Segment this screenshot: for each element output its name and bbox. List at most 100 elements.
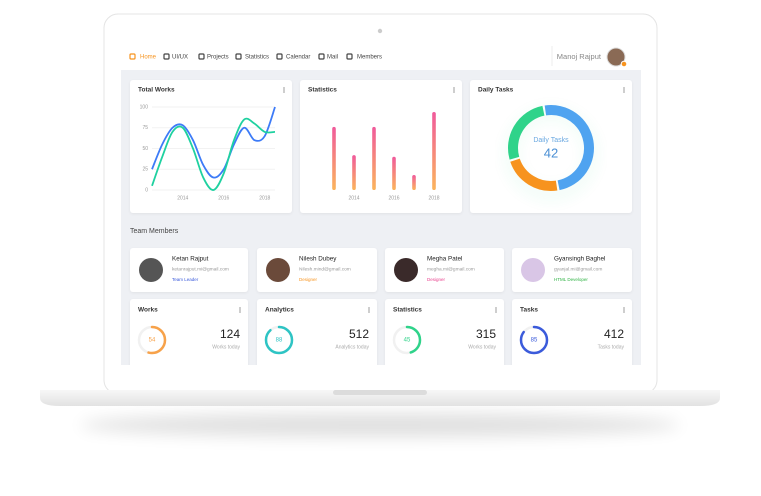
ring-progress (264, 325, 294, 355)
member-role: Team Leader (172, 277, 199, 282)
y-tick-label: 75 (142, 125, 148, 131)
card (300, 80, 462, 213)
camera (377, 28, 383, 34)
stat-value: 315 (476, 327, 496, 341)
section-title: Team Members (130, 228, 179, 235)
line-series (151, 106, 276, 179)
stat-caption: Works today (212, 344, 240, 350)
y-tick-label: 50 (142, 146, 148, 152)
bar (432, 111, 436, 190)
x-tick-label: 2016 (218, 195, 229, 201)
stat-caption: Analytics today (335, 344, 369, 350)
member-avatar (266, 258, 290, 282)
user-name: Manoj Rajput (557, 52, 602, 61)
card-title: Daily Tasks (478, 87, 514, 94)
ring-progress (519, 325, 549, 355)
stat-value: 512 (349, 327, 369, 341)
stat-title: Works (138, 307, 158, 314)
donut-segment (508, 105, 545, 160)
member-name: Megha Patel (427, 256, 462, 263)
ring-label: 85 (531, 338, 538, 344)
bar (392, 156, 396, 190)
card (512, 299, 632, 365)
menu-dot (623, 307, 625, 309)
member-name: Gyansingh Baghel (554, 256, 605, 263)
member-role: Designer (299, 277, 318, 282)
menu-dot (239, 311, 241, 313)
notch (333, 390, 427, 395)
donut-label: Daily Tasks (533, 137, 569, 144)
member-role: HTML Developer (554, 277, 588, 282)
y-tick-label: 0 (145, 187, 148, 193)
user-avatar (606, 47, 626, 67)
bar (372, 126, 376, 190)
stat-title: Tasks (520, 307, 538, 314)
menu-dot (623, 309, 625, 311)
card (470, 80, 632, 213)
bar (332, 126, 336, 190)
x-tick-label: 2018 (259, 195, 270, 201)
menu-dot (368, 311, 370, 313)
nav-item[interactable]: Statistics (245, 55, 269, 61)
status-dot (620, 60, 628, 68)
member-name: Ketan Rajput (172, 256, 209, 263)
member-email: megha.mi@gmail.com (427, 266, 475, 272)
menu-dot (623, 91, 625, 93)
donut-segment (510, 158, 558, 191)
nav-icon (276, 53, 283, 60)
member-avatar (521, 258, 545, 282)
ring-label: 88 (276, 338, 283, 344)
menu-dot (239, 307, 241, 309)
nav-icon (346, 53, 353, 60)
stat-caption: Works today (468, 344, 496, 350)
menu-dot (495, 309, 497, 311)
ring-label: 45 (404, 338, 411, 344)
card (257, 248, 377, 292)
navbar (121, 42, 641, 70)
line-series (151, 117, 276, 191)
menu-dot (283, 89, 285, 91)
x-tick-label: 2014 (177, 195, 188, 201)
card (512, 248, 632, 292)
menu-dot (495, 307, 497, 309)
card (130, 248, 248, 292)
card-title: Total Works (138, 87, 175, 94)
ring-label: 54 (149, 338, 156, 344)
stat-value: 412 (604, 327, 624, 341)
nav-item[interactable]: Home (140, 55, 157, 61)
nav-item[interactable]: UI/UX (172, 55, 188, 61)
nav-item[interactable]: Mail (327, 55, 338, 61)
ring-progress (137, 325, 167, 355)
card (257, 299, 377, 365)
card (385, 299, 504, 365)
nav-item[interactable]: Calendar (286, 55, 310, 61)
nav-icon (163, 53, 170, 60)
nav-item[interactable]: Members (357, 55, 382, 61)
menu-dot (453, 89, 455, 91)
menu-dot (453, 87, 455, 89)
donut-value: 42 (544, 145, 558, 160)
member-name: Nilesh Dubey (299, 256, 337, 263)
card (385, 248, 504, 292)
menu-dot (623, 311, 625, 313)
x-tick-label: 2016 (388, 195, 399, 201)
menu-dot (368, 309, 370, 311)
menu-dot (368, 307, 370, 309)
menu-dot (283, 91, 285, 93)
menu-dot (453, 91, 455, 93)
menu-dot (623, 89, 625, 91)
x-tick-label: 2014 (348, 195, 359, 201)
ring-progress (392, 325, 422, 355)
y-tick-label: 25 (142, 167, 148, 173)
bar (412, 175, 416, 190)
member-role: Designer (427, 277, 446, 282)
nav-icon (198, 53, 205, 60)
card (130, 299, 248, 365)
screen: Home UI/UX Projects Statistics Calendar Mail M… (121, 42, 641, 365)
stat-value: 124 (220, 327, 240, 341)
nav-item[interactable]: Projects (207, 55, 229, 61)
stat-title: Analytics (265, 307, 294, 314)
member-email: ketanrajput.mi@gmail.com (172, 266, 229, 272)
x-tick-label: 2018 (428, 195, 439, 201)
